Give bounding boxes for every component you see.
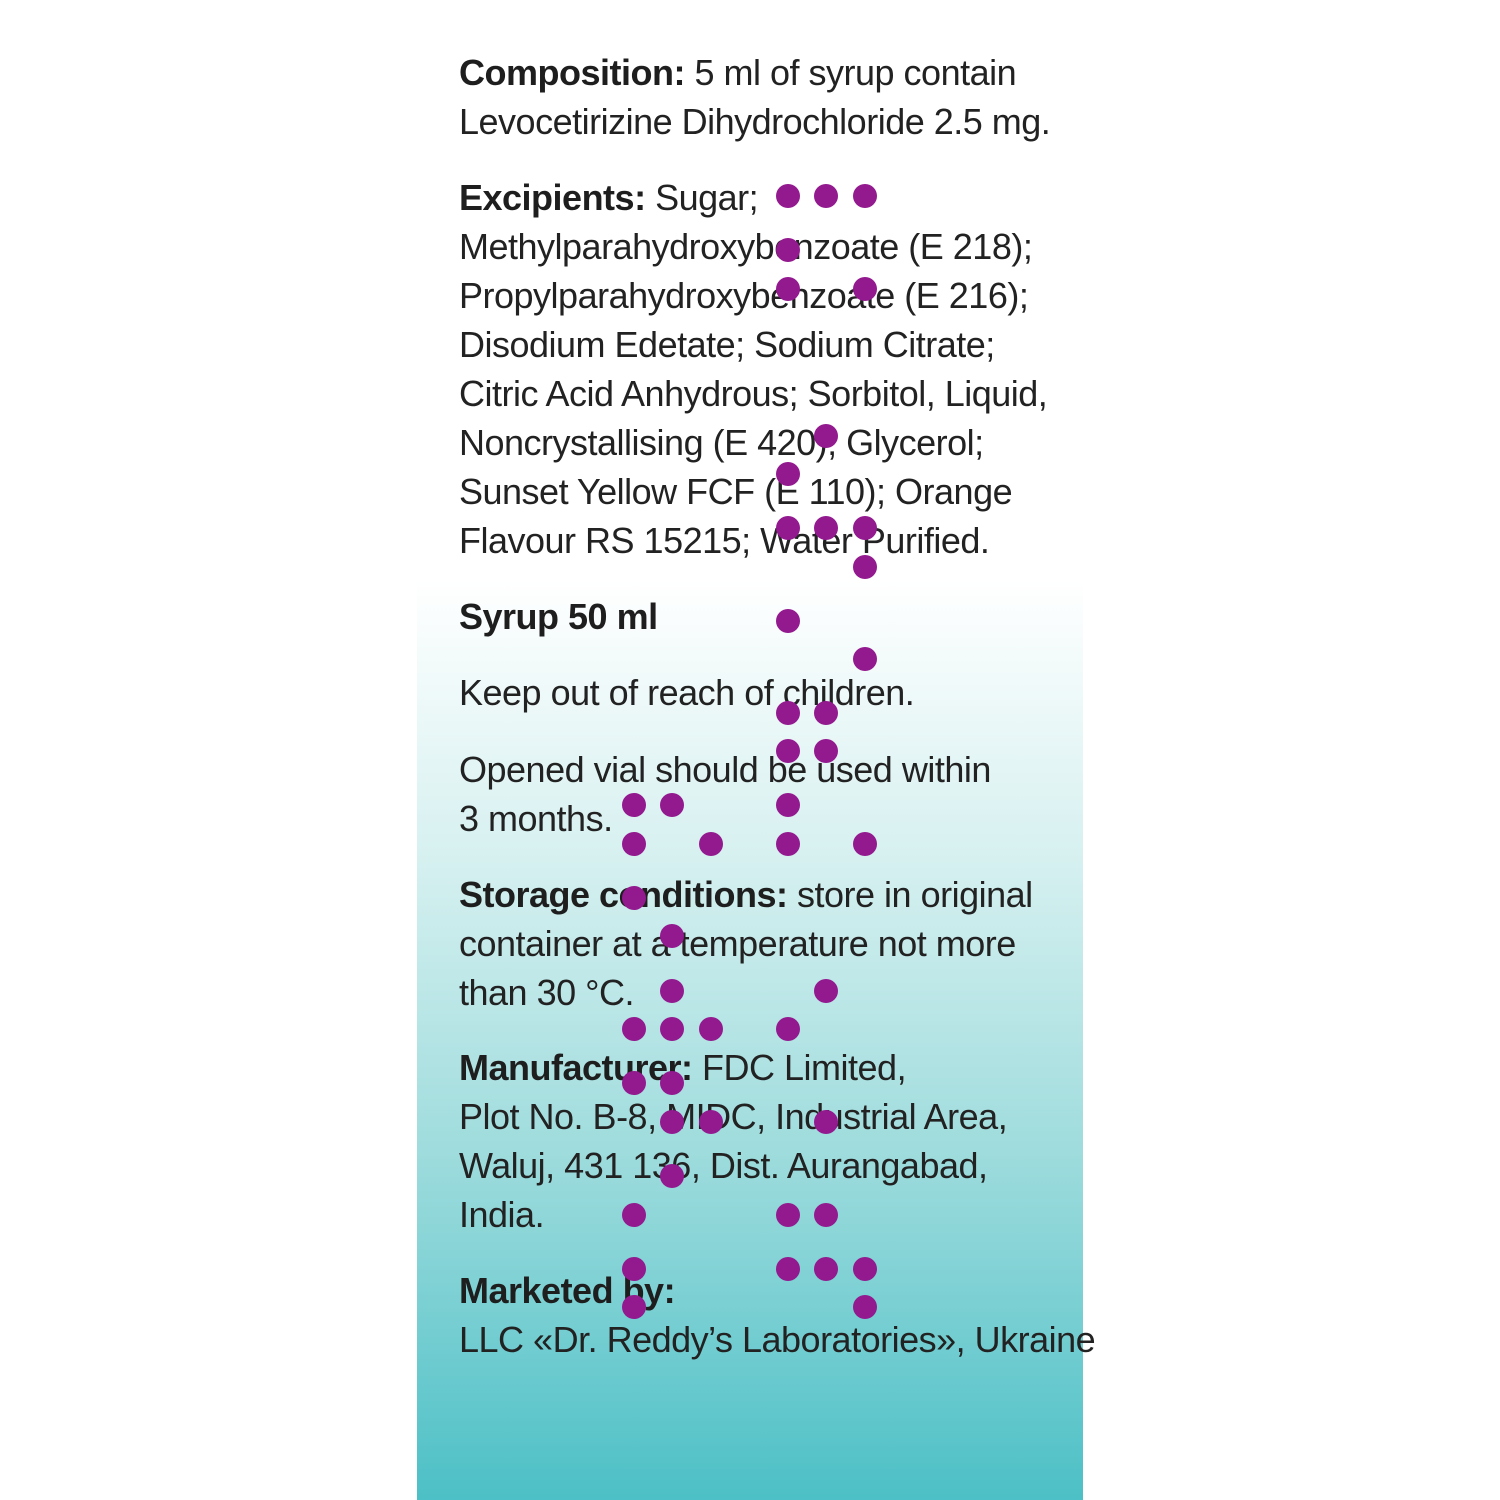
- marketed-label: Marketed by:: [459, 1270, 676, 1311]
- warning-section: Keep out of reach of children.: [459, 668, 915, 717]
- excipients-text: Sugar;: [645, 177, 759, 218]
- excipients-line: Methylparahydroxybenzoate (E 218);: [459, 226, 1033, 267]
- warning-text: Keep out of reach of children.: [459, 672, 915, 713]
- storage-section: Storage conditions: store in original co…: [459, 870, 1033, 1017]
- excipients-line: Sunset Yellow FCF (E 110); Orange: [459, 471, 1013, 512]
- storage-line-3: than 30 °C.: [459, 972, 635, 1013]
- opened-line-1: Opened vial should be used within: [459, 749, 991, 790]
- marketed-section: Marketed by: LLC «Dr. Reddy’s Laboratori…: [459, 1266, 1096, 1364]
- excipients-line: Propylparahydroxybenzoate (E 216);: [459, 275, 1029, 316]
- excipients-section: Excipients: Sugar; Methylparahydroxybenz…: [459, 173, 1048, 565]
- manufacturer-line-2: Plot No. B-8, MIDC, Industrial Area,: [459, 1096, 1008, 1137]
- marketed-company: LLC «Dr. Reddy’s Laboratories», Ukraine: [459, 1319, 1096, 1360]
- storage-label: Storage conditions:: [459, 874, 788, 915]
- manufacturer-line-4: India.: [459, 1194, 545, 1235]
- composition-label: Composition:: [459, 52, 685, 93]
- volume-label: Syrup 50 ml: [459, 596, 658, 637]
- manufacturer-line-3: Waluj, 431 136, Dist. Aurangabad,: [459, 1145, 988, 1186]
- composition-text: 5 ml of syrup contain: [684, 52, 1017, 93]
- excipients-line: Noncrystallising (E 420); Glycerol;: [459, 422, 984, 463]
- composition-line-2: Levocetirizine Dihydrochloride 2.5 mg.: [459, 101, 1051, 142]
- composition-line-1: Composition: 5 ml of syrup contain: [459, 48, 1050, 97]
- excipients-line-1: Excipients: Sugar;: [459, 173, 1047, 222]
- composition-section: Composition: 5 ml of syrup contain Levoc…: [459, 48, 1051, 146]
- excipients-line: Disodium Edetate; Sodium Citrate;: [459, 324, 995, 365]
- opened-line-2: 3 months.: [459, 798, 613, 839]
- storage-text: store in original: [787, 874, 1033, 915]
- manufacturer-section: Manufacturer: FDC Limited, Plot No. B-8,…: [459, 1043, 1008, 1239]
- excipients-label: Excipients:: [459, 177, 646, 218]
- manufacturer-name: FDC Limited,: [692, 1047, 907, 1088]
- label-panel: [417, 0, 1083, 1500]
- volume-section: Syrup 50 ml: [459, 592, 658, 641]
- storage-line-1: Storage conditions: store in original: [459, 870, 1033, 919]
- opened-section: Opened vial should be used within 3 mont…: [459, 745, 991, 843]
- excipients-line: Citric Acid Anhydrous; Sorbitol, Liquid,: [459, 373, 1048, 414]
- storage-line-2: container at a temperature not more: [459, 923, 1016, 964]
- excipients-line: Flavour RS 15215; Water Purified.: [459, 520, 990, 561]
- manufacturer-line-1: Manufacturer: FDC Limited,: [459, 1043, 1007, 1092]
- manufacturer-label: Manufacturer:: [459, 1047, 693, 1088]
